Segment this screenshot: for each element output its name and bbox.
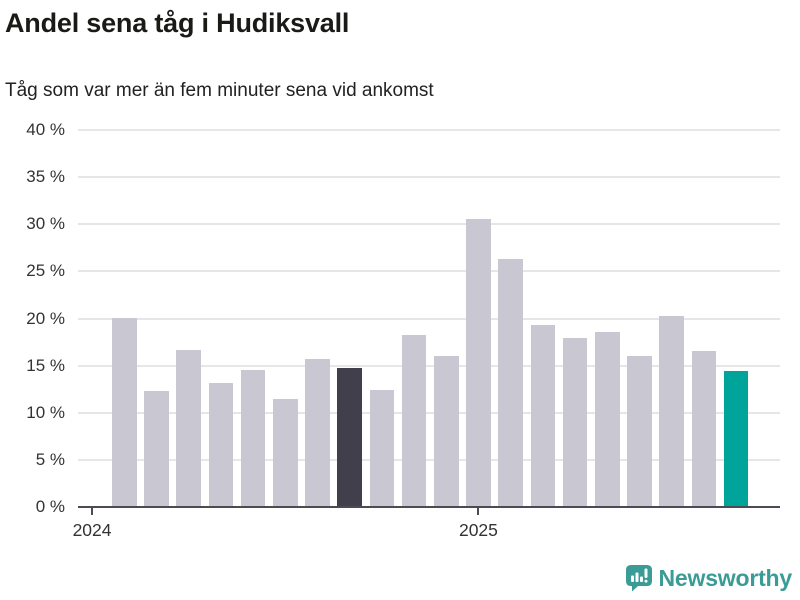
bar [369, 390, 395, 507]
bar [691, 351, 717, 507]
bar [627, 356, 652, 507]
gridline [78, 223, 780, 226]
chart-subtitle: Tåg som var mer än fem minuter sena vid … [5, 80, 434, 101]
gridline [78, 364, 780, 367]
newsworthy-logo-icon [625, 564, 653, 592]
x-axis-label: 2024 [72, 520, 112, 540]
chart-title: Andel sena tåg i Hudiksvall [5, 8, 350, 38]
bar [401, 335, 427, 507]
bar [208, 382, 234, 507]
y-axis-label: 15 % [26, 355, 65, 375]
y-axis-label: 30 % [26, 214, 65, 234]
bar [176, 349, 201, 507]
y-axis-label: 35 % [26, 167, 65, 187]
gridline [78, 129, 780, 131]
x-axis-line [78, 505, 780, 508]
bar [240, 370, 266, 507]
bar [659, 315, 684, 507]
bar [595, 331, 620, 507]
y-axis-label: 10 % [26, 402, 65, 422]
y-axis-label: 40 % [26, 120, 65, 139]
bar [530, 325, 556, 507]
bar [144, 391, 169, 507]
bar [498, 259, 523, 507]
gridline [78, 458, 780, 461]
bar [562, 338, 588, 507]
y-axis-label: 0 % [35, 497, 65, 516]
x-axis-label: 2025 [458, 520, 498, 540]
y-axis-label: 20 % [26, 308, 65, 328]
bar-highlight-dark [337, 367, 362, 507]
newsworthy-brand-link[interactable]: Newsworthy [625, 564, 792, 592]
gridline [78, 270, 780, 273]
bar [305, 359, 330, 507]
bar [112, 317, 137, 507]
footer-branding: Newsworthy [625, 564, 792, 592]
y-axis-label: 25 % [26, 261, 65, 281]
bar [273, 398, 298, 507]
bar-highlight-accent [723, 371, 749, 507]
bar [466, 218, 491, 507]
gridline [78, 317, 780, 320]
x-axis-tick [477, 507, 480, 515]
gridline [78, 176, 780, 179]
bar [434, 356, 459, 507]
gridline [78, 411, 780, 414]
newsworthy-wordmark: Newsworthy [658, 564, 793, 591]
x-axis-tick [91, 507, 94, 515]
y-axis-label: 5 % [35, 449, 65, 469]
